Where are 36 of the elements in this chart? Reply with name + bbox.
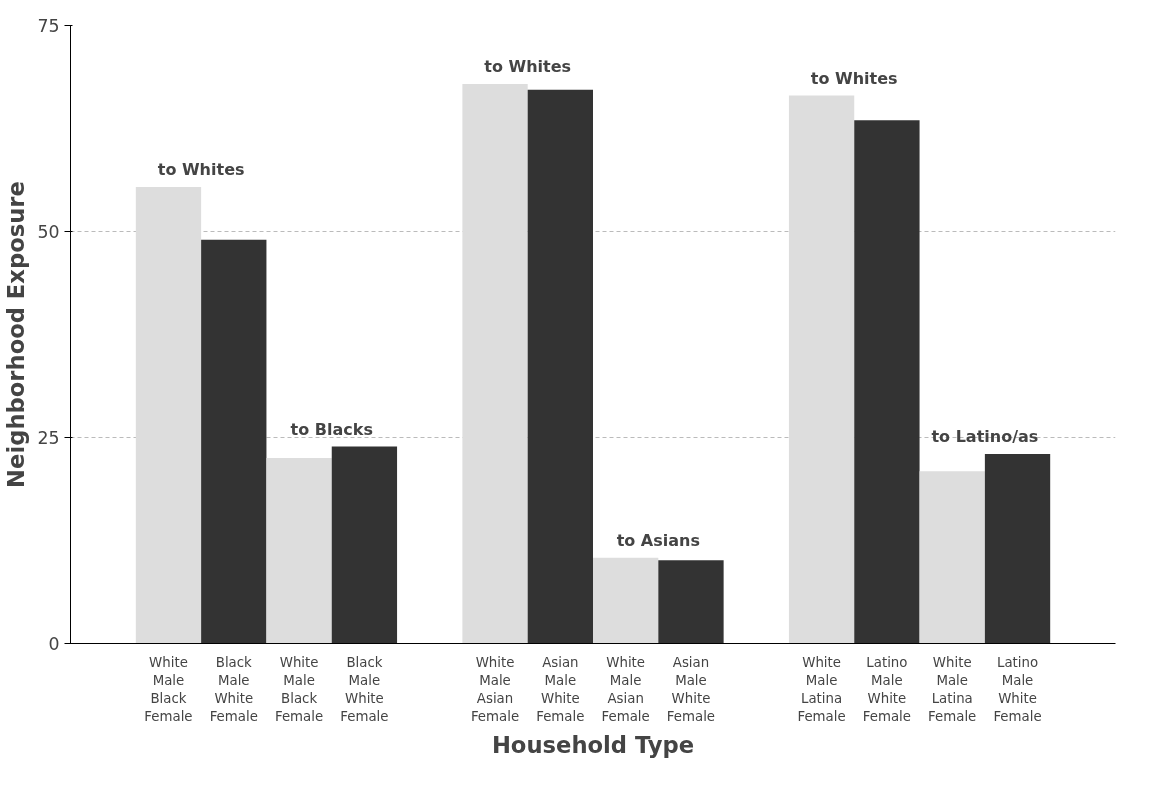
annotation: to Whites [484, 57, 572, 76]
x-tick-label: White Male Asian Female [601, 654, 650, 724]
bar [593, 557, 659, 644]
x-tick-label: Latino Male White Female [862, 654, 912, 724]
x-tick-label: White Male Asian Female [470, 654, 520, 724]
y-tick-label: 0 [48, 634, 60, 654]
x-tick-label: Black Male White Female [340, 654, 389, 724]
annotation: to Asians [616, 530, 700, 550]
bar [135, 187, 202, 644]
bar [201, 239, 267, 644]
annotation: to Latino/as [931, 426, 1039, 446]
bar [854, 120, 920, 644]
y-tick-label: 50 [37, 222, 60, 242]
x-tick-label: Black Male White Female [209, 654, 258, 724]
bar [462, 84, 528, 644]
x-tick-label: White Male Black Female [275, 654, 324, 724]
x-tick-label: Latino Male White Female [993, 654, 1042, 724]
annotation: to Blacks [290, 419, 373, 439]
bar [788, 95, 855, 644]
y-tick-label: 75 [37, 16, 60, 36]
bar [658, 560, 724, 644]
x-axis-title: Household Type [491, 731, 695, 758]
x-tick-label: White Male Latina Female [797, 654, 846, 724]
y-axis-title: Neighborhood Exposure [3, 181, 30, 488]
annotation: to Whites [157, 160, 245, 179]
bar [984, 453, 1051, 644]
annotation: to Whites [810, 68, 898, 88]
x-tick-label: Asian Male White Female [666, 654, 716, 724]
x-tick-label: Asian Male White Female [536, 654, 585, 724]
x-tick-label: White Male Latina Female [928, 654, 977, 724]
bar [527, 89, 593, 644]
bar [331, 446, 398, 644]
x-tick-label: White Male Black Female [144, 654, 193, 724]
bar [919, 471, 985, 644]
bar [266, 458, 332, 644]
y-tick-label: 25 [37, 428, 60, 448]
